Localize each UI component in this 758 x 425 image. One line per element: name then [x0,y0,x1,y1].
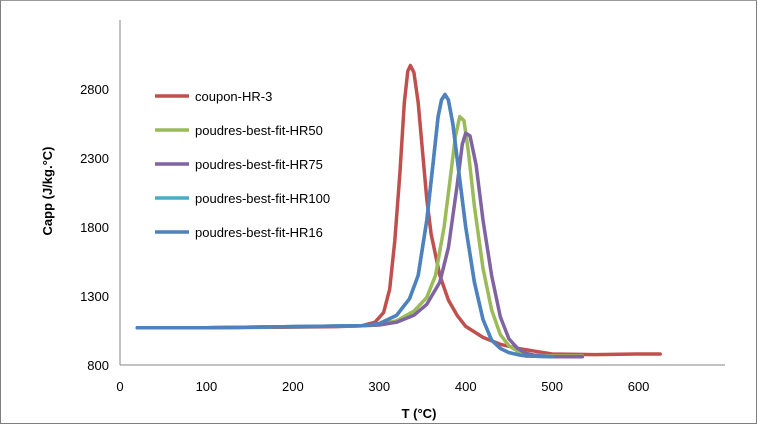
legend: coupon-HR-3 poudres-best-fit-HR50 poudres-… [155,89,330,240]
legend-label: poudres-best-fit-HR50 [195,123,323,138]
x-tick-label: 200 [282,379,304,394]
x-axis-title: T (°C) [402,406,437,421]
legend-label: poudres-best-fit-HR100 [195,191,330,206]
y-tick-label: 2300 [80,151,109,166]
y-axis-title: Capp (J/kg.°C) [40,147,55,236]
legend-label: poudres-best-fit-HR75 [195,157,323,172]
y-tick-labels: 800 1300 1800 2300 2800 [80,82,109,373]
plot-lines [135,63,662,359]
x-tick-label: 600 [628,379,650,394]
y-tick-label: 1800 [80,220,109,235]
x-tick-labels: 0 100 200 300 400 500 600 [116,379,649,394]
x-tick-label: 0 [116,379,123,394]
x-tick-label: 300 [368,379,390,394]
x-tick-label: 100 [196,379,218,394]
y-tick-label: 2800 [80,82,109,97]
legend-label: poudres-best-fit-HR16 [195,225,323,240]
y-tick-label: 800 [87,358,109,373]
legend-label: coupon-HR-3 [195,89,272,104]
x-tick-label: 500 [541,379,563,394]
x-tick-label: 400 [455,379,477,394]
series-line-poudres-best-fit-HR16 [135,92,554,359]
axes [119,20,725,366]
y-tick-label: 1300 [80,289,109,304]
